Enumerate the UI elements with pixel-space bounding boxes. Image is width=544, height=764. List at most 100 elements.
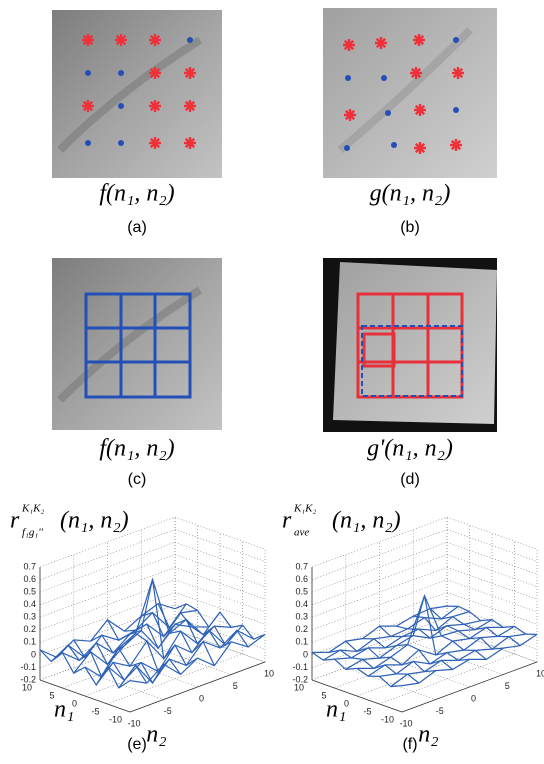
dot (381, 75, 387, 81)
y-tick-label: 10 (536, 668, 544, 678)
mesh-column (380, 596, 470, 661)
y-tick-label: -5 (164, 706, 172, 716)
z-tick-label: 0.3 (23, 612, 36, 622)
y-tick-label: 0 (199, 693, 204, 703)
dot (453, 107, 459, 113)
x-axis-label: n₁ (54, 697, 74, 723)
dot (391, 142, 397, 148)
z-tick-label: 0.6 (23, 574, 36, 584)
dot (85, 140, 91, 146)
title-args: (n₁, n₂) (332, 508, 401, 534)
dot (453, 37, 459, 43)
y-tick-label: -10 (127, 718, 140, 728)
z-tick-label: 0.7 (295, 561, 308, 571)
caption: (c) (128, 471, 147, 488)
asterisk (184, 137, 196, 149)
mesh-row (119, 630, 254, 688)
mesh-row (402, 634, 537, 685)
grid-line (380, 654, 515, 704)
asterisk (344, 109, 356, 121)
asterisk (375, 37, 387, 49)
z-tick-label: -0.1 (20, 662, 36, 672)
caption: (d) (400, 471, 420, 488)
asterisk (149, 100, 161, 112)
y-axis-label: n₂ (146, 722, 166, 748)
dot (385, 110, 391, 116)
y-tick-label: -5 (436, 706, 444, 716)
y-tick-label: 10 (264, 668, 274, 678)
mesh-row (108, 625, 243, 680)
dot (344, 145, 350, 151)
title-sub: f₁g₁'' (22, 527, 44, 539)
formula-label: g'(n₁, n₂) (367, 436, 453, 462)
z-tick-label: -0.1 (292, 662, 308, 672)
z-tick-label: 0.5 (23, 586, 36, 596)
z-tick-label: 0.2 (23, 624, 36, 634)
figure: f(n₁, n₂) (a) g(n₁, n₂) (b) f(n₁, n₂) (c) g'(n… (0, 0, 544, 759)
grid-line (40, 530, 175, 580)
y-axis-label: n₂ (418, 722, 438, 748)
x-tick-label: -5 (91, 706, 99, 716)
asterisk (184, 67, 196, 79)
caption: (b) (400, 219, 420, 236)
z-tick-label: 0.6 (295, 574, 308, 584)
surface-plot: 0.70.60.50.40.30.20.10-0.1-0.21050-5-10-… (10, 503, 274, 748)
image-c (52, 258, 222, 430)
title-sup: K₁K₂ (21, 503, 44, 515)
x-tick-label: -5 (363, 706, 371, 716)
asterisk (149, 137, 161, 149)
dot (345, 75, 351, 81)
y-tick-label: 5 (505, 681, 510, 691)
formula-label: g(n₁, n₂) (370, 181, 451, 207)
z-tick-label: 0.2 (295, 624, 308, 634)
y-tick-label: 5 (233, 681, 238, 691)
asterisk (184, 100, 196, 112)
caption: (f) (402, 736, 417, 753)
y-tick-label: -10 (399, 718, 412, 728)
title-sup: K₁K₂ (293, 503, 316, 515)
dot (118, 103, 124, 109)
asterisk (82, 100, 94, 112)
asterisk (450, 139, 462, 151)
z-tick-label: 0.7 (23, 561, 36, 571)
title-base: r (282, 508, 292, 534)
image-d (323, 258, 497, 432)
asterisk (410, 67, 422, 79)
grid-line (312, 530, 447, 580)
formula-label: f(n₁, n₂) (99, 436, 174, 462)
z-tick-label: 0.1 (295, 637, 308, 647)
dot (85, 70, 91, 76)
asterisk (452, 67, 464, 79)
x-tick-label: 10 (22, 682, 32, 692)
z-tick-label: 0 (31, 649, 36, 659)
formula-label: f(n₁, n₂) (99, 181, 174, 207)
caption: (a) (127, 219, 147, 236)
x-axis-label: n₁ (326, 697, 346, 723)
surface-plot: 0.70.60.50.40.30.20.10-0.1-0.21050-5-10-… (282, 503, 544, 748)
asterisk (115, 34, 127, 46)
asterisk (343, 39, 355, 51)
z-tick-label: 0.4 (295, 599, 308, 609)
dot (118, 140, 124, 146)
asterisk (413, 34, 425, 46)
image-b (323, 8, 497, 178)
z-tick-label: 0.5 (295, 586, 308, 596)
y-tick-label: 0 (471, 693, 476, 703)
title-args: (n₁, n₂) (60, 508, 129, 534)
z-tick-label: 0 (303, 649, 308, 659)
asterisk (414, 104, 426, 116)
title-sub: ave (294, 527, 309, 539)
z-tick-label: 0.4 (23, 599, 36, 609)
dot (118, 70, 124, 76)
x-tick-label: -10 (109, 714, 122, 724)
image-a (52, 10, 222, 178)
axis-line (130, 662, 265, 712)
asterisk (149, 67, 161, 79)
asterisk (149, 34, 161, 46)
z-tick-label: 0.1 (23, 637, 36, 647)
x-tick-label: 10 (294, 682, 304, 692)
title-base: r (10, 508, 20, 534)
caption: (e) (127, 736, 147, 753)
x-tick-label: -10 (381, 714, 394, 724)
asterisk (82, 34, 94, 46)
